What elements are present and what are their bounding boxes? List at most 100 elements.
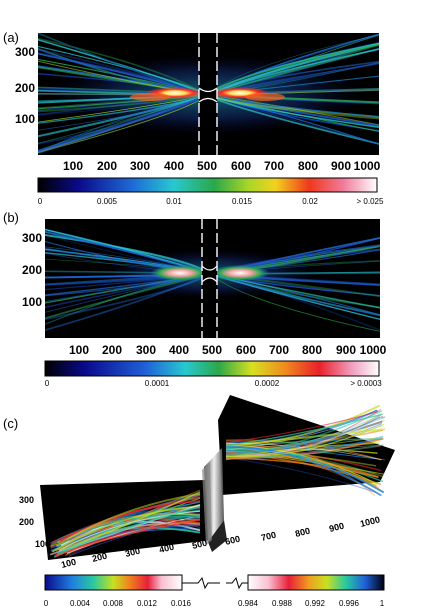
panel-c: (c) 300 200 100 100 200 300 400 500 600 …	[3, 395, 395, 608]
panel-a-cbar-tick: 0	[38, 197, 43, 206]
panel-c-x-ticks: 100 200 300 400 500 600 700 800 900 1000	[60, 514, 381, 570]
panel-c-y-tick-300: 300	[19, 495, 34, 505]
heatmap-streak	[58, 510, 201, 551]
panel-a-x-tick: 100	[63, 159, 83, 173]
panel-c-cbar-tick: 0.016	[171, 599, 192, 608]
panel-a-label: (a)	[3, 30, 19, 45]
panel-c-cbar-tick: 0.992	[305, 599, 326, 608]
panel-c-cbar-tick: 0.996	[339, 599, 360, 608]
panel-b-x-tick: 900	[336, 343, 356, 357]
panel-b-x-tick: 400	[169, 343, 189, 357]
panel-b-y-ticks: 300 200 100	[22, 231, 42, 309]
panel-a-cbar-tick: 0.015	[232, 197, 253, 206]
panel-a-x-tick: 700	[264, 159, 284, 173]
panel-b-heatmap	[45, 219, 380, 338]
panel-b-x-tick: 100	[69, 343, 89, 357]
heatmap-streak	[209, 273, 380, 332]
heatmap-streak	[225, 416, 386, 455]
panel-a-x-tick: 300	[130, 159, 150, 173]
heatmap-streak	[66, 515, 201, 554]
panel-a-cbar-tick: 0.02	[302, 197, 318, 206]
panel-c-x-tick: 900	[328, 521, 345, 534]
panel-c-cbar-tick: 0.988	[272, 599, 293, 608]
panel-b-cbar-tick: 0.0002	[255, 379, 280, 388]
panel-b-y-tick-300: 300	[22, 231, 42, 245]
panel-c-x-tick: 100	[60, 557, 77, 570]
heatmap-streak	[58, 518, 201, 555]
heatmap-streak	[225, 409, 378, 444]
heatmap-streak	[225, 436, 381, 458]
heatmap-streak	[225, 420, 383, 456]
panel-b-x-ticks: 100 200 300 400 500 600 700 800 900 1000	[69, 343, 387, 357]
panel-c-x-tick: 700	[260, 530, 277, 543]
panel-c-surface	[40, 395, 395, 560]
panel-b-x-tick: 600	[236, 343, 256, 357]
panel-a-cbar-tick: 0.005	[97, 197, 118, 206]
axis-break-icon	[182, 576, 220, 590]
heatmap-streak	[225, 444, 384, 459]
panel-b-x-tick: 1000	[360, 343, 387, 357]
panel-a-cbar-tick: > 0.025	[357, 197, 384, 206]
panel-b-x-tick: 500	[202, 343, 222, 357]
panel-c-colorbar-left	[44, 574, 183, 591]
heatmap-streak	[38, 37, 208, 96]
panel-c-cbar-tick: 0.008	[103, 599, 124, 608]
panel-b-x-tick: 200	[102, 343, 122, 357]
panel-b-cbar-tick: > 0.0003	[350, 379, 382, 388]
panel-a: (a) 300 200 100 100 200 300 400 500 600 …	[3, 30, 384, 206]
heatmap-streak	[225, 423, 384, 458]
panel-a-heatmap	[38, 33, 379, 155]
heatmap-streak	[56, 505, 201, 555]
heatmap-streak	[66, 514, 201, 541]
panel-c-x-tick: 500	[191, 538, 208, 551]
heatmap-streak	[54, 519, 201, 557]
panel-a-colorbar: 0 0.005 0.01 0.015 0.02 > 0.025	[37, 177, 384, 206]
panel-a-x-tick: 200	[97, 159, 117, 173]
panel-a-y-tick-300: 300	[15, 45, 35, 59]
heatmap-streak	[225, 428, 386, 449]
panel-b-cbar-tick: 0	[45, 379, 50, 388]
panel-c-x-tick: 800	[294, 526, 311, 539]
panel-b-x-tick: 300	[136, 343, 156, 357]
panel-b-y-tick-100: 100	[22, 295, 42, 309]
heatmap-streak	[225, 457, 376, 493]
panel-c-cbar-tick: 0.984	[238, 599, 259, 608]
heatmap-streak	[225, 411, 379, 444]
axis-break-icon	[226, 576, 248, 590]
panel-c-x-tick: 600	[224, 534, 241, 547]
heatmap-streak	[68, 515, 201, 557]
heatmap-streak	[225, 445, 382, 497]
panel-a-x-tick: 400	[164, 159, 184, 173]
heatmap-streak	[45, 273, 211, 331]
heatmap-streak	[225, 413, 382, 447]
panel-c-x-tick: 400	[158, 542, 175, 555]
panel-a-x-tick: 900	[331, 159, 351, 173]
panel-b-label: (b)	[3, 210, 19, 225]
panel-c-x-tick: 1000	[359, 514, 381, 529]
heatmap-streak	[225, 445, 376, 484]
panel-a-x-tick: 1000	[354, 159, 381, 173]
panel-c-x-tick: 300	[124, 546, 141, 559]
panel-c-cbar-tick: 1	[380, 599, 385, 608]
heatmap-streak	[55, 492, 201, 547]
panel-c-y-tick-100: 100	[35, 539, 50, 549]
heatmap-streak	[225, 457, 379, 478]
panel-b-cbar-tick: 0.0001	[145, 379, 170, 388]
panel-b-colorbar: 0 0.0001 0.0002 > 0.0003	[44, 360, 382, 388]
heatmap-streak	[225, 448, 377, 487]
panel-a-x-tick: 800	[298, 159, 318, 173]
heatmap-streak	[59, 500, 201, 543]
panel-a-y-tick-100: 100	[15, 112, 35, 126]
heatmap-streak	[60, 493, 201, 545]
heatmap-streak	[225, 447, 376, 475]
panel-b-x-tick: 700	[269, 343, 289, 357]
panel-a-y-ticks: 300 200 100	[15, 45, 35, 126]
panel-a-y-tick-200: 200	[15, 81, 35, 95]
panel-c-colorbar: 0 0.004 0.008 0.012 0.016 0.984 0.988 0.…	[44, 574, 385, 608]
heatmap-streak	[206, 33, 379, 96]
heatmap-streak	[225, 446, 380, 455]
panel-a-x-tick: 500	[197, 159, 217, 173]
heatmap-streak	[60, 491, 201, 551]
panel-c-colorbar-right	[247, 574, 385, 591]
